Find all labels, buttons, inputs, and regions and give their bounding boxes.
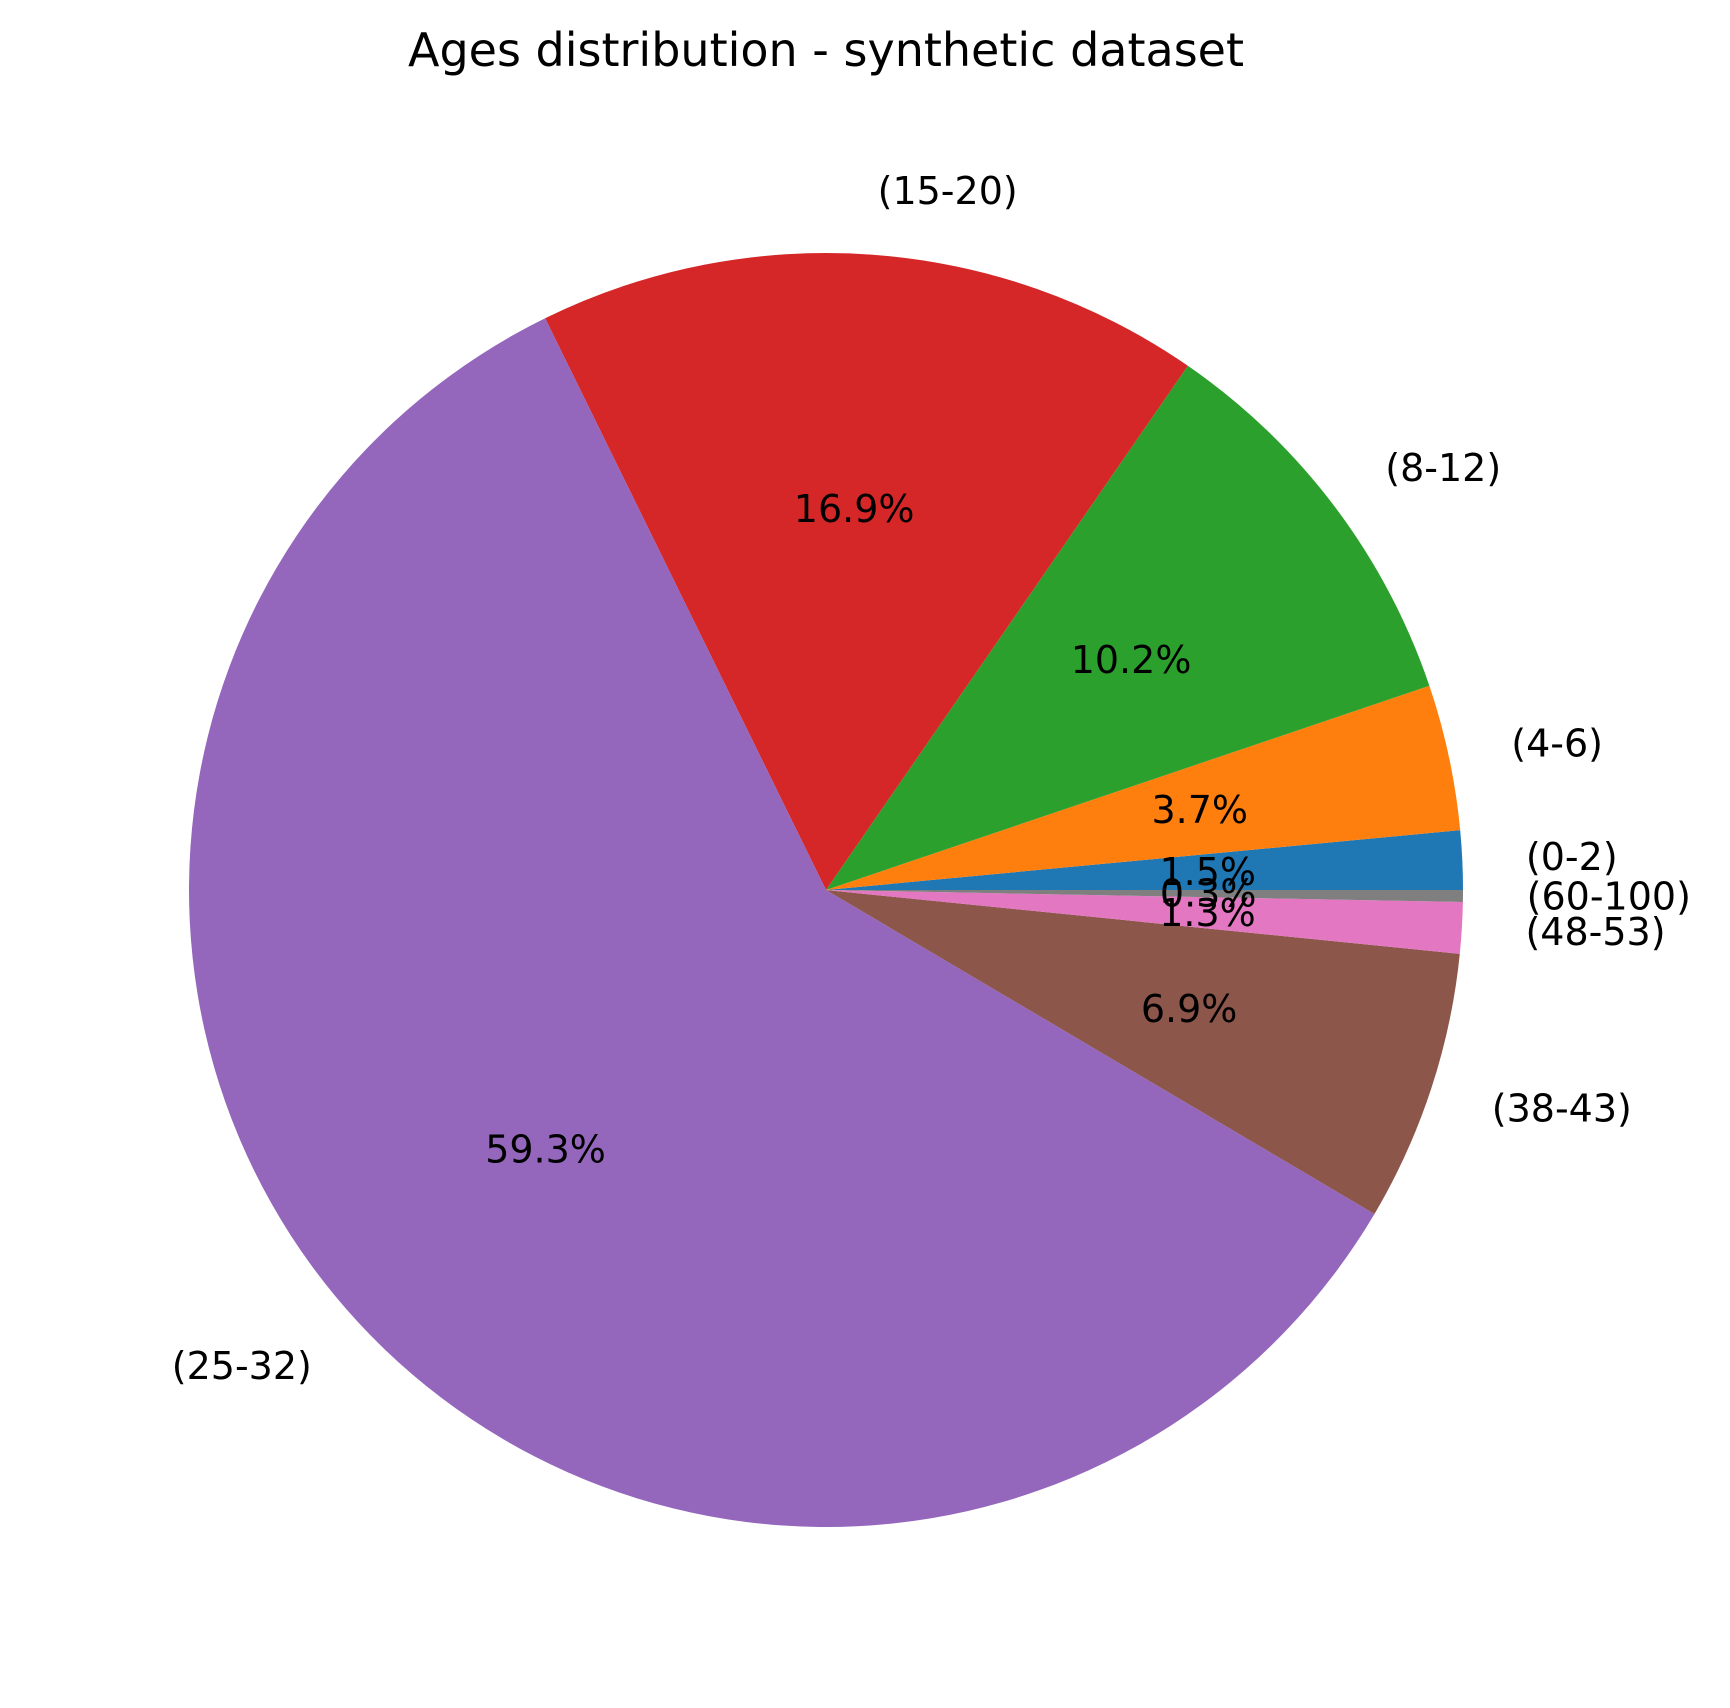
slice-labels: (0-2) (4-6) (8-12) (15-20) (25-32) (38-43) (48… [172, 169, 1691, 1388]
pie-slices [188, 252, 1463, 1527]
pie-slice-8-12 [826, 365, 1430, 890]
slice-label-4-6: (4-6) [1511, 722, 1603, 766]
slice-percent-60-100: 0.3% [1160, 872, 1257, 916]
pie-slice-48-53 [826, 890, 1463, 954]
pie-slice-4-6 [826, 685, 1461, 890]
slice-percent-4-6: 3.7% [1152, 788, 1249, 832]
chart-title: Ages distribution - synthetic dataset [408, 23, 1244, 77]
slice-percent-labels: 1.5% 3.7% 10.2% 16.9% 59.3% 6.9% 1.3%0.3% [485, 487, 1256, 1172]
slice-percent-48-53: 1.3% [1159, 891, 1256, 935]
slice-percent-0-2: 1.5% [1160, 850, 1257, 894]
slice-label-48-53: (48-53) [1525, 910, 1665, 954]
slice-percent-8-12: 10.2% [1071, 638, 1192, 682]
slice-label-25-32: (25-32) [172, 1344, 312, 1388]
slice-percent-15-20: 16.9% [794, 487, 915, 531]
pie-slice-60-100 [826, 890, 1463, 902]
slice-label-0-2: (0-2) [1526, 835, 1618, 879]
pie-slice-0-2 [826, 830, 1463, 890]
slice-label-8-12: (8-12) [1385, 446, 1501, 490]
slice-percent-25-32: 59.3% [485, 1128, 606, 1172]
slice-label-38-43: (38-43) [1492, 1086, 1632, 1130]
slice-label-60-100: (60-100) [1527, 875, 1691, 919]
pie-slice-15-20 [545, 252, 1188, 891]
pie-slice-25-32 [188, 318, 1375, 1527]
slice-label-15-20: (15-20) [878, 169, 1018, 213]
pie-slice-38-43 [826, 890, 1460, 1214]
slice-percent-38-43: 6.9% [1141, 987, 1238, 1031]
